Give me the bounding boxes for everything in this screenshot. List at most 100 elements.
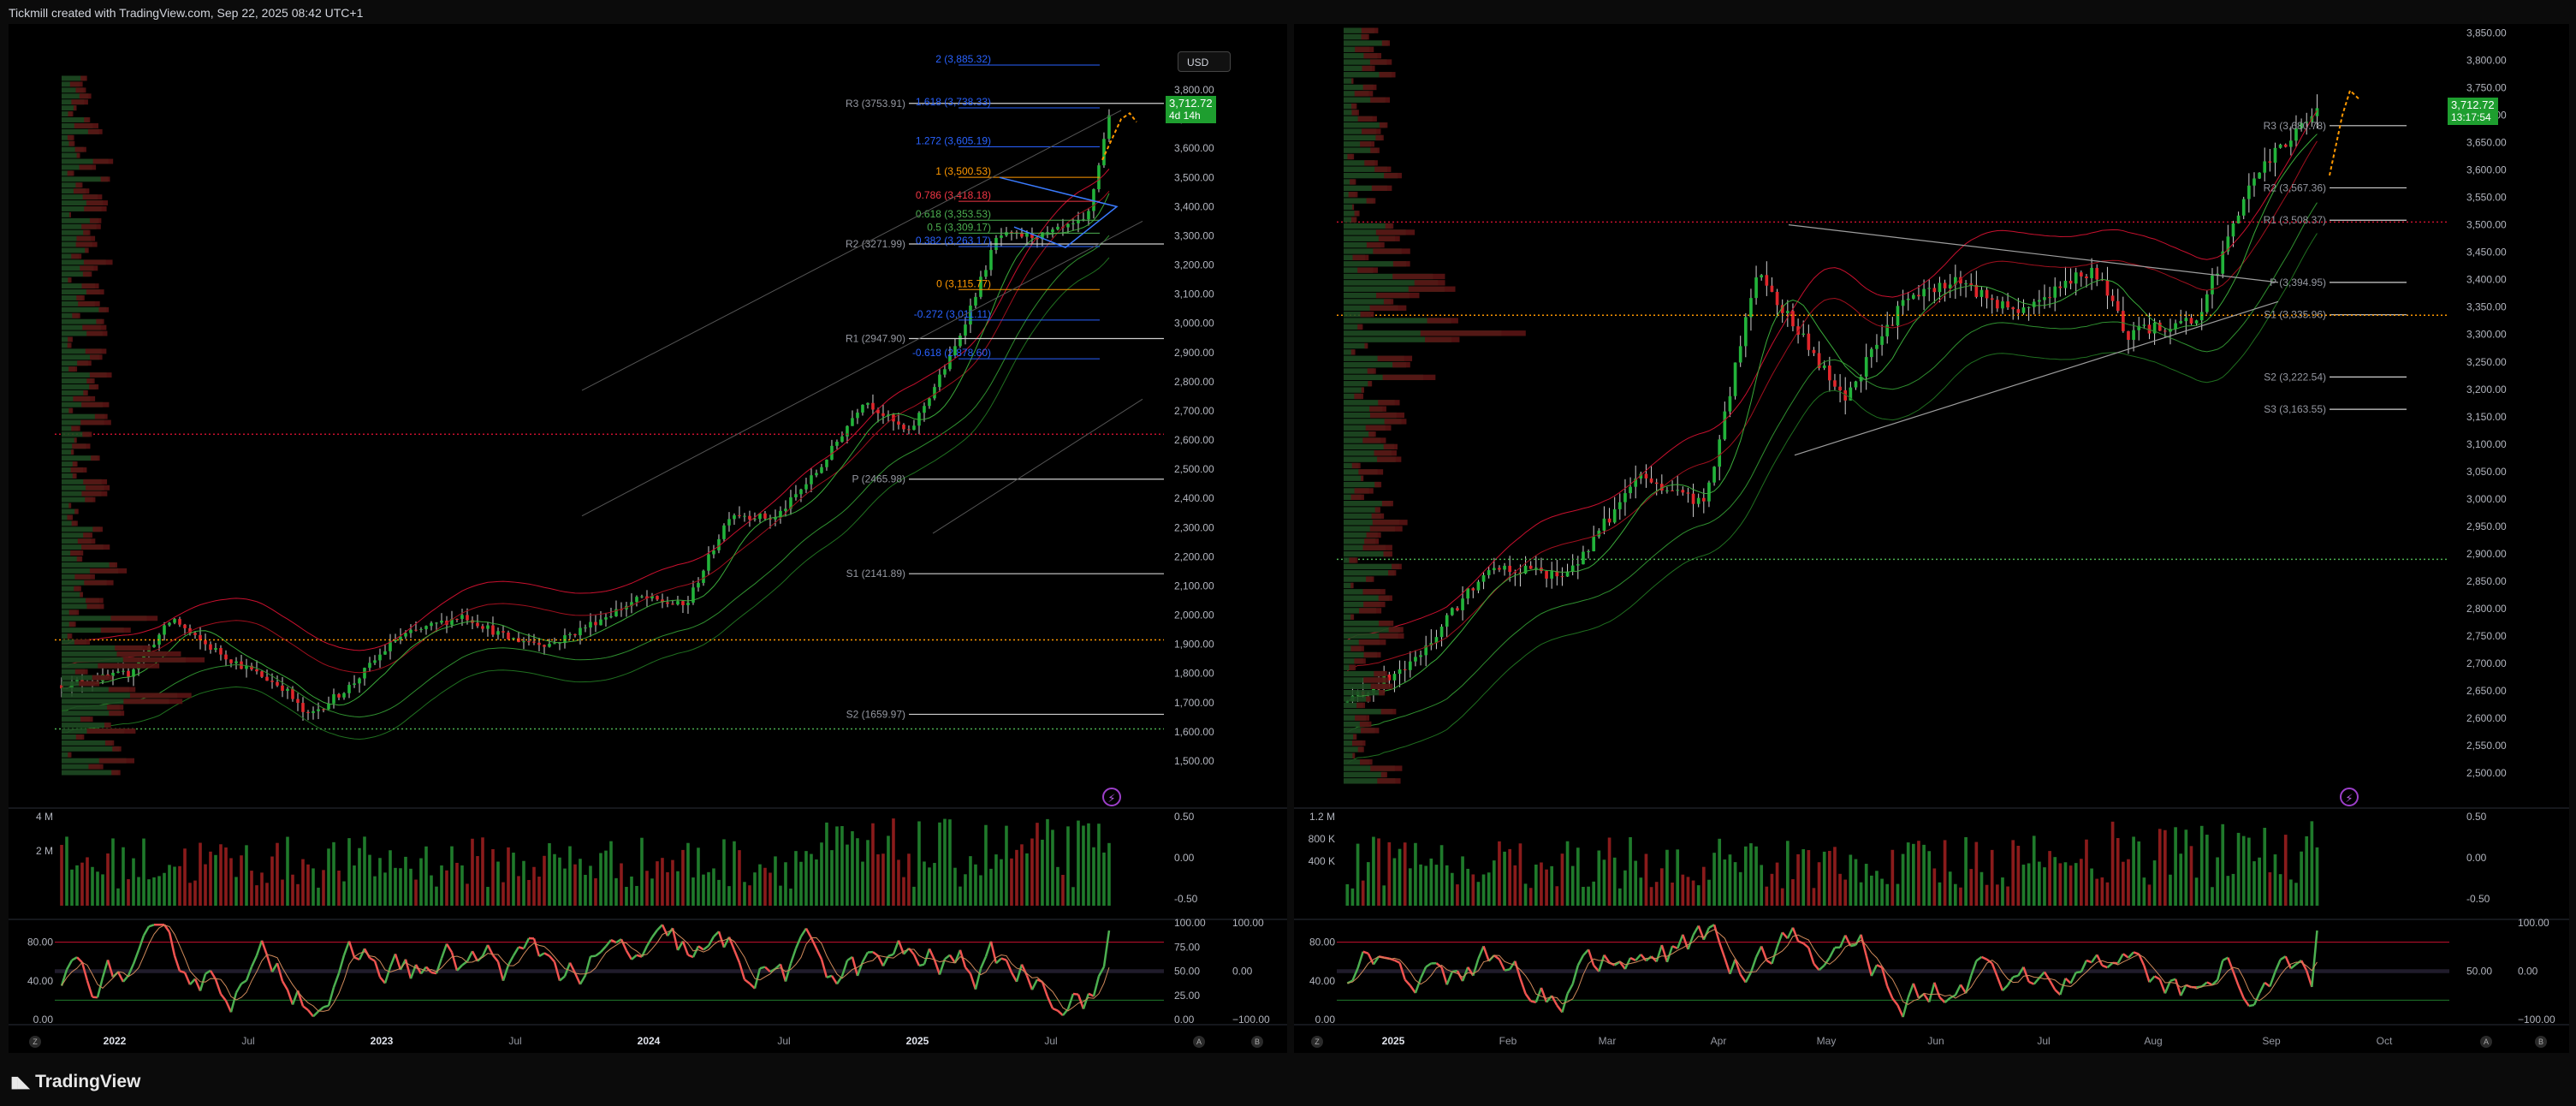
candle: [2142, 324, 2146, 326]
volume-profile-bar: [62, 699, 169, 705]
volume-bar: [1481, 874, 1486, 906]
stochastic-k-line: [2138, 954, 2146, 966]
candle: [2247, 185, 2251, 199]
stochastic-k-line: [703, 944, 709, 951]
candle: [1020, 232, 1024, 237]
stochastic-k-line: [2106, 961, 2114, 969]
volume-profile-bar: [1344, 336, 1452, 342]
lightning-icon[interactable]: ⚡: [1102, 788, 1121, 806]
stochastic-k-line: [1351, 967, 1359, 982]
price-axis-label: 2,550.00: [2466, 740, 2507, 752]
stochastic-k-line: [1461, 966, 1469, 982]
stochastic-k-line: [631, 954, 638, 960]
volume-bar: [2199, 825, 2204, 906]
volume-profile-bar: [62, 717, 91, 722]
stochastic-k-line: [820, 959, 828, 978]
candle: [1749, 298, 1753, 318]
volume-profile-bar: [1344, 286, 1445, 292]
candle: [419, 628, 423, 630]
candle: [1770, 285, 1774, 292]
volume-profile-bar: [67, 134, 74, 140]
stochastic-k-line: [953, 949, 962, 964]
volume-bar: [1676, 849, 1680, 906]
volume-profile-bar: [1379, 633, 1404, 639]
auto-scale-icon[interactable]: A: [2480, 1036, 2492, 1048]
candle: [527, 641, 531, 643]
timezone-icon[interactable]: Z: [1311, 1036, 1323, 1048]
timezone-icon[interactable]: Z: [29, 1036, 41, 1048]
volume-bar: [676, 871, 680, 906]
volume-profile-bar: [1369, 406, 1386, 412]
tradingview-logo[interactable]: ▮◣ TradingView: [10, 1072, 140, 1092]
volume-profile-bar: [1353, 734, 1357, 740]
volume-bar: [1943, 840, 1947, 906]
lightning-icon[interactable]: ⚡: [2340, 788, 2359, 806]
stochastic-k-line: [245, 966, 253, 981]
auto-scale-icon[interactable]: A: [1193, 1036, 1205, 1048]
bar-countdown: 13:17:54: [2451, 111, 2491, 123]
volume-bar: [440, 865, 443, 906]
chart-panel-daily[interactable]: 3,850.003,800.003,750.003,700.003,650.00…: [1294, 24, 2569, 1053]
volume-profile-bar: [88, 764, 104, 770]
candle: [2253, 178, 2256, 186]
volume-profile-bar: [72, 473, 77, 479]
bollinger-band-line: [1347, 202, 2318, 733]
stochastic-k-line: [1524, 993, 1532, 1002]
stochastic-k-line: [650, 929, 658, 938]
volume-profile-bar: [1385, 223, 1394, 229]
candle: [1890, 324, 1895, 326]
stochastic-k-line: [512, 946, 520, 956]
volume-bar: [1634, 860, 1638, 906]
volume-bar: [122, 847, 125, 906]
volume-profile-bar: [1376, 292, 1420, 299]
pivot-label: R1 (2947.90): [846, 332, 905, 344]
candle: [584, 627, 587, 629]
volume-bar: [1087, 823, 1090, 906]
volume-bar: [604, 850, 608, 906]
volume-profile-bar: [62, 265, 94, 271]
weekly-chart-canvas[interactable]: 3,800.003,700.003,600.003,500.003,400.00…: [9, 24, 1287, 1053]
volume-bar: [1932, 868, 1937, 906]
candle: [383, 651, 387, 655]
volume-profile-bar: [72, 461, 78, 467]
volume-profile-bar: [72, 312, 80, 318]
volume-bar: [286, 836, 289, 906]
candle: [851, 418, 854, 426]
volume-profile-bar: [98, 306, 110, 312]
chart-panel-weekly[interactable]: 3,800.003,700.003,600.003,500.003,400.00…: [9, 24, 1287, 1053]
volume-bar: [2116, 837, 2120, 906]
currency-button[interactable]: USD: [1178, 51, 1231, 72]
volume-profile-bar: [86, 378, 95, 384]
candle: [717, 538, 721, 550]
stochastic-k-line: [379, 976, 386, 984]
candle: [630, 602, 633, 606]
candle: [281, 685, 284, 692]
candle: [1754, 277, 1758, 299]
volume-bar: [1592, 881, 1596, 906]
volume-bar: [224, 847, 228, 906]
candle: [2263, 161, 2267, 173]
volume-bar: [60, 844, 63, 906]
volume-bar: [1838, 873, 1842, 906]
volume-profile-bar: [1362, 589, 1386, 595]
volume-bar: [2048, 851, 2051, 906]
log-scale-icon[interactable]: B: [1251, 1036, 1263, 1048]
daily-chart-canvas[interactable]: 3,850.003,800.003,750.003,700.003,650.00…: [1294, 24, 2569, 1053]
candle: [250, 665, 253, 669]
candle: [440, 621, 443, 623]
price-axis-label: 2,900.00: [1174, 347, 1214, 359]
candle: [2038, 300, 2041, 302]
pivot-label: R3 (3753.91): [846, 98, 905, 110]
volume-profile-bar: [1420, 330, 1526, 336]
stochastic-k-line: [1440, 966, 1448, 985]
volume-bar: [450, 846, 454, 906]
candle: [1408, 661, 1412, 670]
candle: [697, 582, 700, 588]
candle: [1654, 482, 1659, 485]
log-scale-icon[interactable]: B: [2535, 1036, 2547, 1048]
volume-profile-bar: [1344, 211, 1359, 217]
volume-profile-bar: [67, 170, 74, 176]
volume-profile-bar: [62, 502, 71, 508]
volume-bar: [1785, 841, 1790, 906]
volume-bar: [1701, 866, 1706, 906]
